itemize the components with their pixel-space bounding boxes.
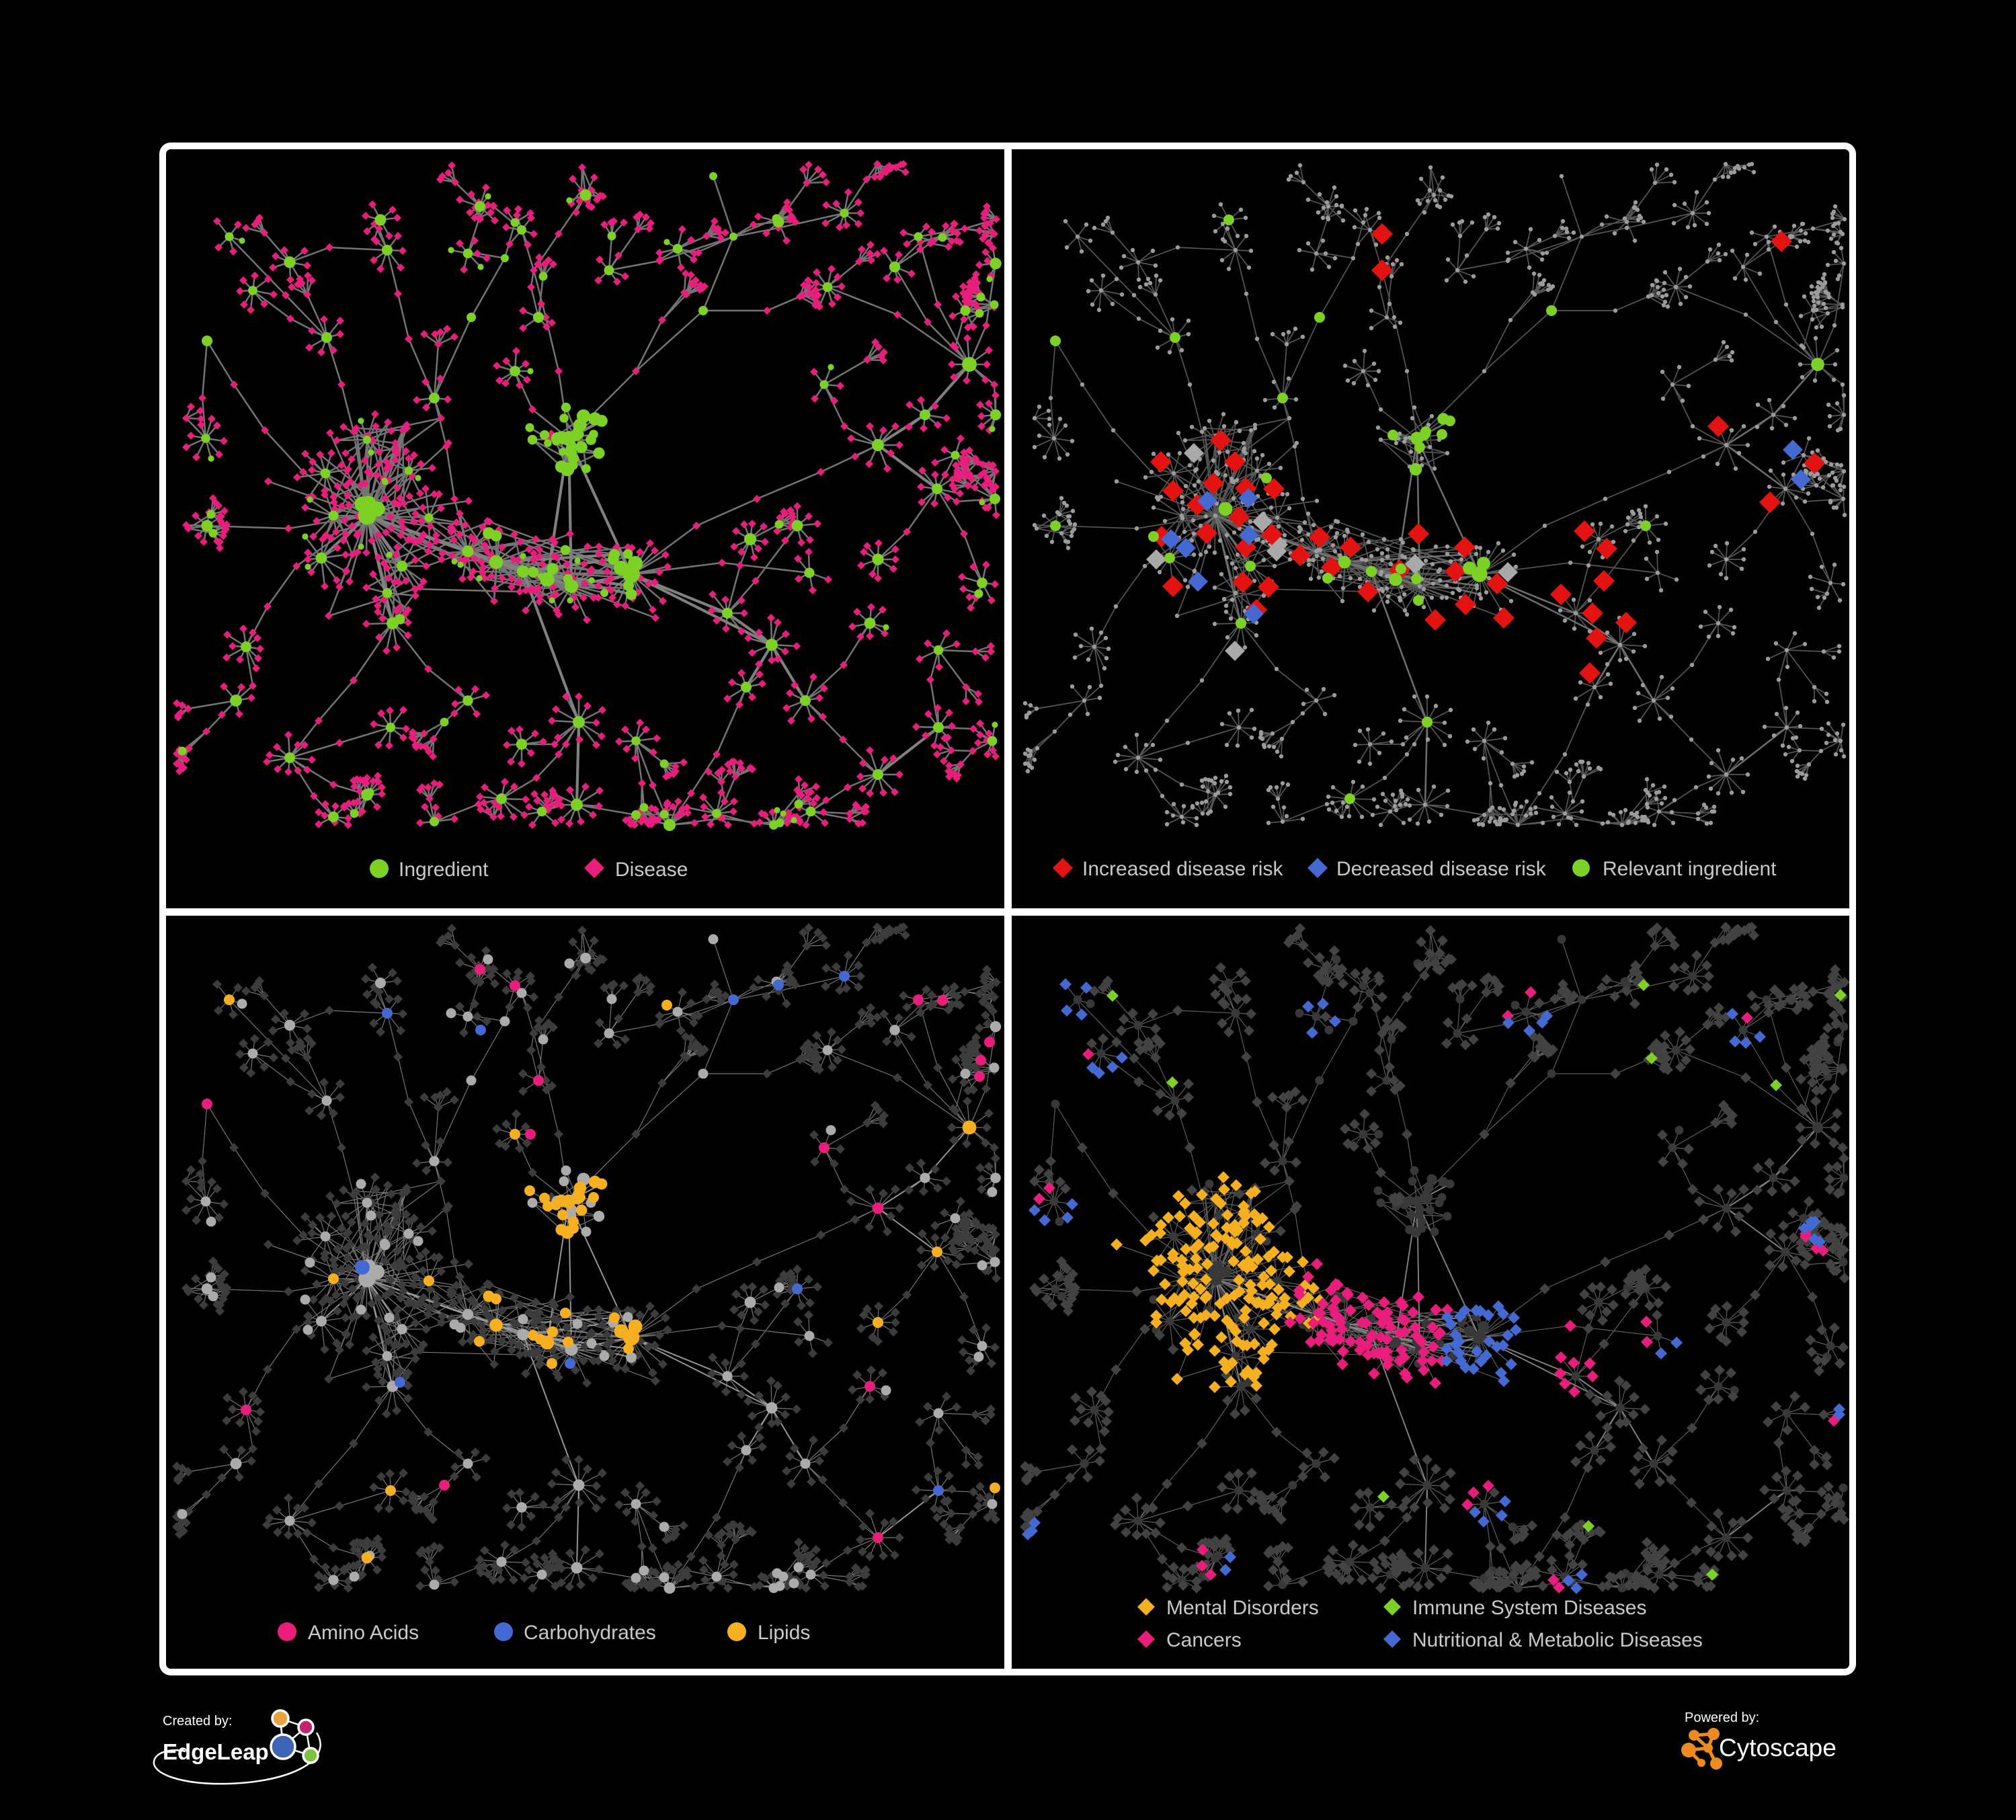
svg-text:Relevant ingredient: Relevant ingredient [1603,858,1777,880]
svg-text:Increased disease risk: Increased disease risk [1082,858,1283,880]
svg-text:Created by:: Created by: [163,1714,232,1729]
svg-text:Mental Disorders: Mental Disorders [1166,1597,1319,1619]
svg-text:Carbohydrates: Carbohydrates [524,1622,656,1644]
svg-text:Nutritional & Metabolic Diseas: Nutritional & Metabolic Diseases [1412,1629,1703,1651]
svg-text:EdgeLeap: EdgeLeap [163,1739,269,1764]
svg-text:Cytoscape: Cytoscape [1719,1734,1837,1762]
svg-text:Powered by:: Powered by: [1685,1710,1759,1725]
svg-text:Disease: Disease [615,859,688,881]
svg-text:Immune System Diseases: Immune System Diseases [1412,1597,1646,1619]
svg-text:Lipids: Lipids [758,1622,810,1644]
svg-text:Cancers: Cancers [1166,1629,1242,1651]
svg-text:Decreased disease risk: Decreased disease risk [1336,858,1547,880]
svg-text:Ingredient: Ingredient [399,859,489,881]
svg-text:Amino Acids: Amino Acids [308,1622,419,1644]
